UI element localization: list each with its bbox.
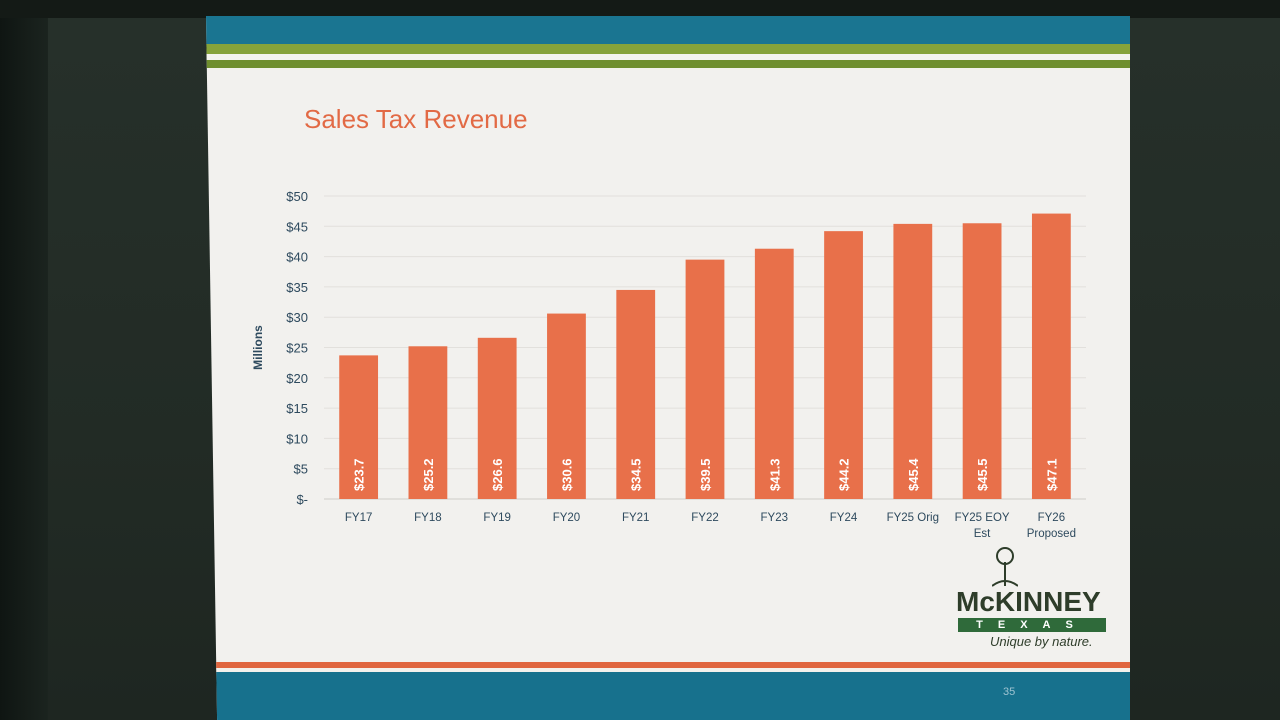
slide-title: Sales Tax Revenue <box>304 104 528 134</box>
bar-fy18 <box>408 346 448 499</box>
x-tick-label: FY21 <box>622 512 650 524</box>
bar-fy20 <box>547 313 586 499</box>
bar-fy23 <box>754 248 794 499</box>
footer-band-white <box>206 668 1130 672</box>
bar-fy25-eoy-est <box>962 223 1002 499</box>
y-tick-label: $40 <box>286 250 308 265</box>
data-label: $45.4 <box>906 458 921 491</box>
room-background-top <box>0 0 1280 18</box>
bar-fy17 <box>339 355 379 499</box>
bar-fy24 <box>824 231 863 499</box>
header-band-green <box>206 44 1130 54</box>
x-tick-label: FY26 <box>1038 512 1066 524</box>
projected-slide: Sales Tax Revenue $- $5 $10 $15 $20 $25 $30 $35… <box>206 16 1130 720</box>
x-tick-label: Est <box>974 528 991 540</box>
data-label: $30.6 <box>559 458 574 491</box>
bar-fy21 <box>616 289 656 499</box>
logo-tagline: Unique by nature. <box>990 634 1093 649</box>
logo-state: TEXAS <box>958 618 1106 632</box>
footer-band-orange <box>206 662 1130 668</box>
data-label: $34.5 <box>629 458 644 491</box>
header-band-green-dark <box>206 60 1130 68</box>
x-tick-label: FY24 <box>830 512 858 524</box>
x-tick-label: FY25 EOY <box>955 512 1010 524</box>
page-number: 35 <box>1003 686 1016 698</box>
y-tick-label: $50 <box>286 189 308 204</box>
x-tick-label: Proposed <box>1027 528 1076 540</box>
y-tick-label: $35 <box>286 280 308 295</box>
sales-tax-bar-chart: $- $5 $10 $15 $20 $25 $30 $35 $40 $45 $50 Millions $… <box>251 189 1086 540</box>
header-band-blue <box>206 16 1130 44</box>
bar-fy25-orig <box>893 223 933 499</box>
x-tick-label: FY22 <box>691 512 719 524</box>
x-tick-label: FY19 <box>483 512 511 524</box>
footer-band-blue <box>206 672 1130 720</box>
y-tick-label: $5 <box>294 462 308 477</box>
room-background-left <box>0 0 52 720</box>
data-label: $41.3 <box>767 458 782 491</box>
data-label: $26.6 <box>490 458 505 491</box>
data-label: $39.5 <box>698 458 713 491</box>
bar-fy26-proposed <box>1031 213 1071 499</box>
data-label: $25.2 <box>421 458 436 491</box>
data-label: $45.5 <box>975 458 990 491</box>
y-tick-label: $25 <box>286 341 308 356</box>
y-tick-label: $- <box>296 492 308 507</box>
data-label: $47.1 <box>1044 458 1059 491</box>
x-tick-label: FY17 <box>345 512 373 524</box>
bar-fy19 <box>477 337 517 499</box>
x-tick-label: FY23 <box>761 512 789 524</box>
header-band-white <box>206 54 1130 60</box>
y-tick-label: $30 <box>286 310 308 325</box>
x-tick-label: FY18 <box>414 512 442 524</box>
y-tick-label: $10 <box>286 431 308 446</box>
x-tick-label: FY25 Orig <box>887 512 939 524</box>
y-axis-label: Millions <box>251 325 265 370</box>
mckinney-logo: McKINNEY TEXAS Unique by nature. <box>954 546 1114 656</box>
bar-fy22 <box>685 259 725 499</box>
x-tick-label: FY20 <box>553 512 581 524</box>
data-label: $44.2 <box>837 458 852 491</box>
y-tick-label: $20 <box>286 371 308 386</box>
y-tick-label: $45 <box>286 219 308 234</box>
data-label: $23.7 <box>352 458 367 491</box>
logo-wordmark: McKINNEY <box>956 586 1101 617</box>
y-tick-label: $15 <box>286 401 308 416</box>
tree-icon <box>992 547 1018 587</box>
